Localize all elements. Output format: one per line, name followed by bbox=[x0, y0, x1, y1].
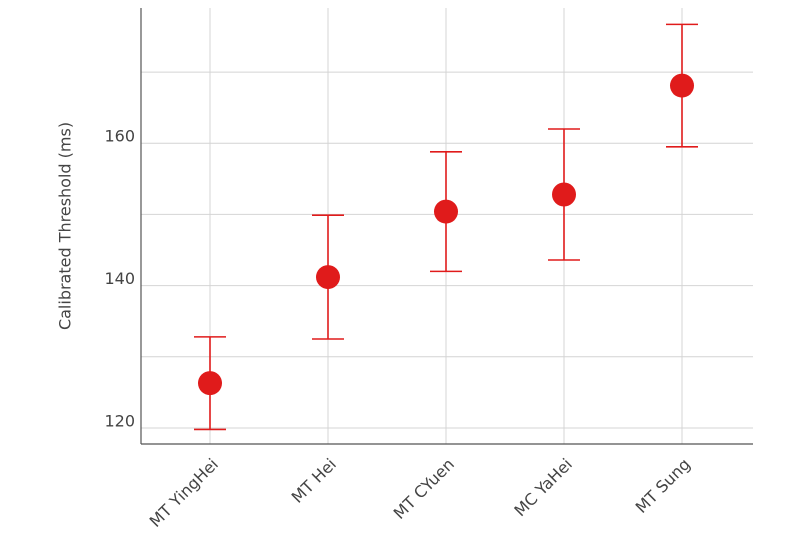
x-tick-label: MC YaHei bbox=[510, 455, 576, 521]
y-axis-title: Calibrated Threshold (ms) bbox=[56, 122, 75, 330]
x-tick-label: MT YingHei bbox=[146, 455, 222, 531]
x-tick-label: MT CYuen bbox=[390, 455, 458, 523]
point bbox=[198, 371, 222, 396]
point bbox=[434, 199, 458, 224]
x-tick-label: MT Sung bbox=[632, 455, 694, 517]
point bbox=[670, 73, 694, 98]
y-tick-label: 160 bbox=[104, 127, 135, 146]
x-tick-label: MT Hei bbox=[288, 455, 340, 507]
point bbox=[316, 265, 340, 290]
y-tick-label: 120 bbox=[104, 411, 135, 430]
point bbox=[552, 182, 576, 207]
y-tick-label: 140 bbox=[104, 269, 135, 288]
